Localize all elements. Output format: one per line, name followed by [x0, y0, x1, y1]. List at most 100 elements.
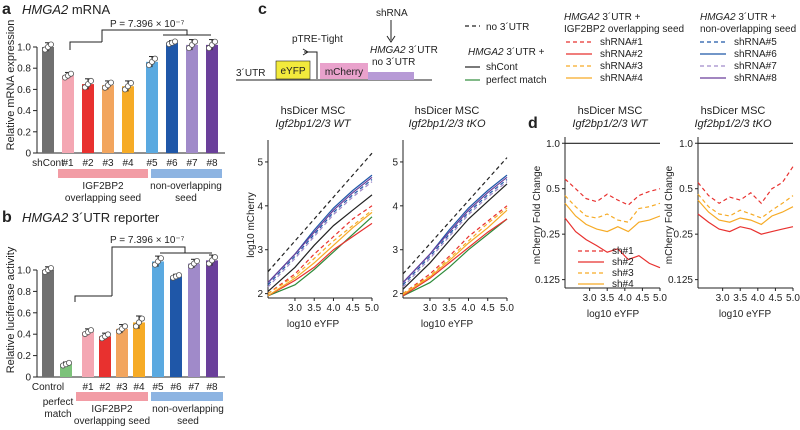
bar: [152, 261, 164, 377]
legend-perfect-label: perfect match: [486, 75, 547, 86]
panel-a-title-gene: HMGA2: [22, 2, 69, 17]
y-tick-label: 0.5: [679, 184, 693, 195]
legend-label: sh#3: [612, 268, 634, 279]
panel-a-group-overlap-label1: IGF2BP2: [82, 181, 124, 192]
bar: [188, 263, 200, 377]
panel-c-plot2-xlabel: log10 eYFP: [421, 319, 474, 330]
y-tick-label: 5: [257, 157, 263, 168]
panel-a-significance-bracket: [69, 29, 211, 50]
legend-no-utr-label: no 3´UTR: [486, 21, 529, 33]
y-tick-label: 0.25: [541, 230, 561, 241]
data-point: [193, 258, 200, 265]
panel-c-plot2-title: hsDicer MSC: [415, 105, 480, 117]
chart-c2: 3.0 3.5 4.0 4.5 5.0 2 3 4 5: [392, 140, 514, 314]
legend-label: shRNA#4: [600, 73, 643, 84]
panel-a-group-overlap-label2: overlapping seed: [65, 193, 141, 204]
construct-gene-utr: 3´UTR: [406, 44, 438, 56]
bar: [42, 270, 54, 377]
legend-gene-header: HMGA2 3´UTR +: [468, 46, 545, 58]
y-tick-label: 5: [392, 157, 398, 168]
x-tick-label: 5.0: [786, 293, 800, 304]
y-tick-label: 1.0: [679, 139, 693, 150]
panel-d-plot1-title: hsDicer MSC: [578, 105, 643, 117]
data-point: [108, 79, 115, 86]
panel-b-group-overlap-bar: [76, 392, 148, 401]
legend-overlap-gene: HMGA2: [564, 12, 600, 23]
panel-a: a HMGA2 mRNA Relative mRNA expression 00…: [2, 1, 225, 204]
legend-overlap-utr-plus: 3´UTR +: [600, 11, 641, 23]
legend-nonoverlap-gene: HMGA2: [700, 12, 736, 23]
series-line: [402, 207, 508, 295]
data-point: [135, 319, 142, 326]
data-point: [88, 327, 95, 334]
y-tick-label: 3: [392, 245, 398, 256]
series-line: [267, 222, 373, 297]
series-line: [564, 202, 661, 233]
y-tick-label: 2: [392, 289, 398, 300]
x-tick-label: 4.5: [635, 293, 649, 304]
x-tick-label: #8: [206, 382, 218, 393]
panel-d-plot2-subtitle: Igf2bp1/2/3 tKO: [694, 118, 771, 130]
construct-eyfp-box: [275, 60, 311, 80]
x-tick-label: 5.0: [653, 293, 667, 304]
panel-b-title: HMGA2 3´UTR reporter: [22, 210, 160, 225]
series-line: [402, 209, 508, 296]
series-line: [267, 176, 373, 284]
series-line: [267, 179, 373, 286]
panel-d-legend: sh#1sh#2sh#3sh#4: [578, 246, 634, 290]
y-tick-label: 0: [25, 149, 31, 160]
legend-label: shRNA#8: [734, 73, 777, 84]
series-line: [267, 216, 373, 297]
x-tick-label: 3.5: [600, 293, 614, 304]
data-point: [138, 315, 145, 322]
panel-letter-d: d: [528, 115, 538, 132]
panel-a-pvalue: P = 7.396 × 10⁻⁷: [110, 19, 185, 30]
series-line: [267, 181, 373, 288]
panel-d-ylabel-right: mCherry Fold Change: [664, 165, 675, 264]
y-tick-label: 1.0: [546, 139, 560, 150]
y-tick-label: 0.5: [546, 184, 560, 195]
bar: [102, 85, 114, 153]
legend-label: sh#1: [612, 246, 634, 257]
data-point: [105, 331, 112, 338]
data-point: [132, 323, 139, 330]
y-tick-label: 0.4: [17, 106, 31, 117]
legend-label: shRNA#6: [734, 49, 777, 60]
data-point: [68, 70, 75, 77]
panel-c-plot2-subtitle: Igf2bp1/2/3 tKO: [408, 118, 485, 130]
bar: [186, 44, 198, 153]
legend-label: sh#4: [612, 279, 634, 290]
x-tick-label: 4.5: [346, 303, 360, 314]
series-line: [267, 211, 373, 297]
legend-label: shRNA#7: [734, 61, 777, 72]
x-tick-label: 5.0: [500, 303, 514, 314]
legend-label: shRNA#5: [734, 37, 777, 48]
legend-overlap-subtitle: IGF2BP2 overlapping seed: [564, 24, 684, 35]
y-tick-label: 3: [257, 245, 263, 256]
panel-b-group-overlap-label1: IGF2BP2: [91, 404, 133, 415]
x-tick-label: 4.5: [768, 293, 782, 304]
legend-shcont-label: shCont: [486, 62, 518, 73]
panel-c-plot1-subtitle: Igf2bp1/2/3 WT: [275, 118, 351, 130]
x-tick-label: 3.5: [442, 303, 456, 314]
panel-b-group-overlap-label2: overlapping seed: [74, 416, 150, 427]
series-line: [697, 193, 794, 219]
panel-d: d hsDicer MSC Igf2bp1/2/3 WT hsDicer MSC…: [528, 105, 800, 320]
data-point: [48, 265, 55, 272]
panel-b-perfect-label2: match: [44, 409, 71, 420]
construct-shrna-label: shRNA: [376, 8, 408, 19]
panel-c-legend-main: no 3´UTR HMGA2 3´UTR + shCont perfect ma…: [465, 21, 547, 86]
legend-label: shRNA#2: [600, 49, 643, 60]
construct-gene-utr-label: HMGA2 3´UTR: [370, 44, 438, 56]
x-tick-label: #2: [99, 382, 111, 393]
bar: [146, 61, 158, 154]
panel-letter-b: b: [2, 209, 12, 226]
data-point: [66, 359, 73, 366]
panel-b-title-gene: HMGA2: [22, 210, 69, 225]
panel-b-title-rest: 3´UTR reporter: [68, 210, 160, 225]
panel-letter-c: c: [258, 1, 267, 18]
x-tick-label: 4.0: [751, 293, 765, 304]
data-point: [211, 38, 218, 45]
